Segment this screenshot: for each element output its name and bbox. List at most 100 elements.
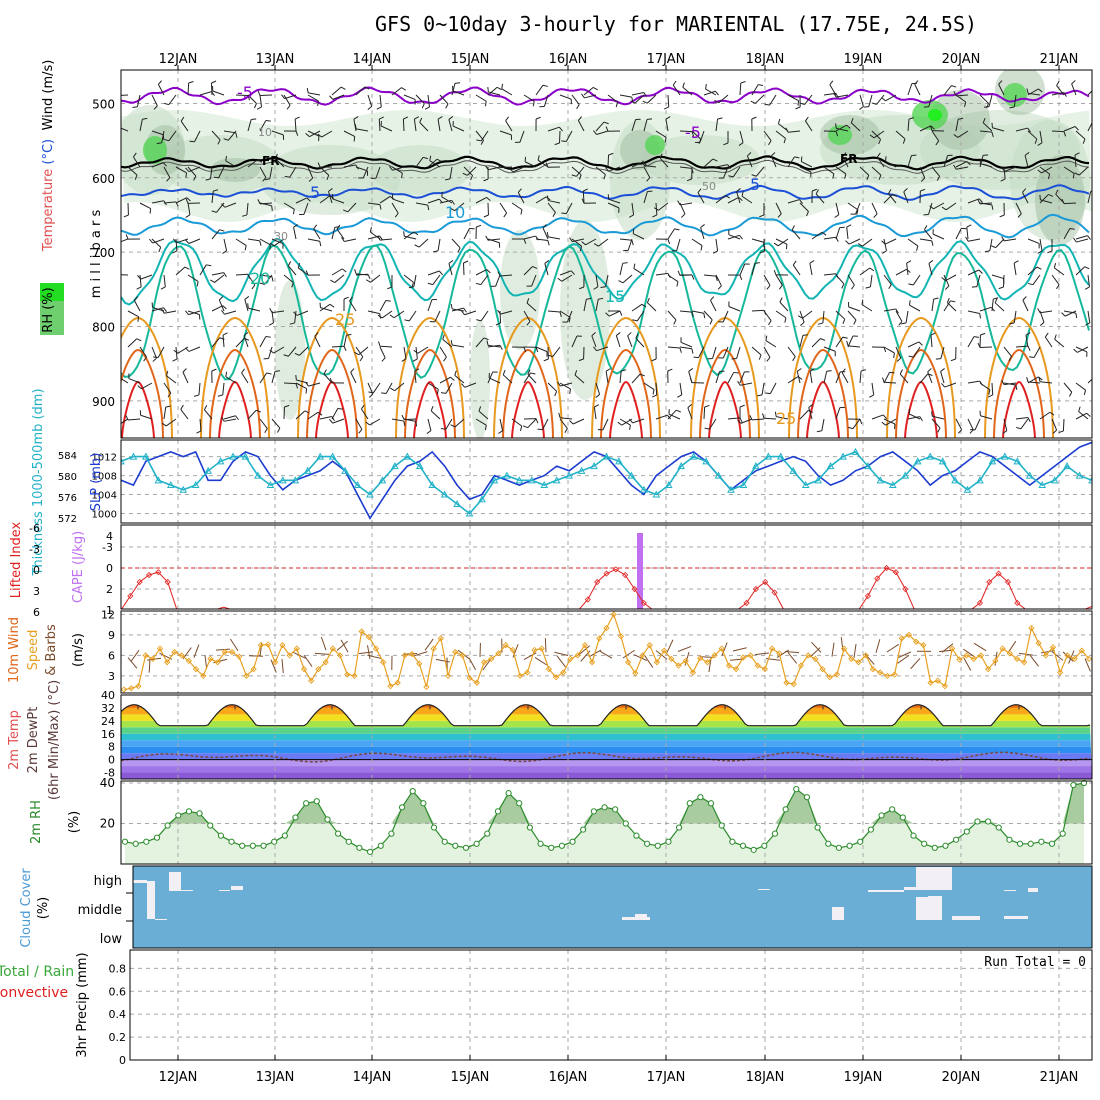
barb bbox=[979, 346, 993, 349]
barb bbox=[687, 407, 693, 420]
barb-flag bbox=[243, 332, 249, 337]
barb-flag bbox=[557, 381, 561, 387]
contour-lobe bbox=[404, 348, 456, 438]
rh-marker bbox=[356, 844, 363, 851]
barb bbox=[862, 238, 873, 247]
barb bbox=[979, 202, 993, 205]
barb-flag bbox=[289, 322, 295, 325]
barb-flag bbox=[750, 100, 756, 104]
barb-flag bbox=[712, 250, 718, 254]
barb bbox=[168, 94, 177, 105]
barb-flag bbox=[222, 305, 227, 310]
barb bbox=[275, 158, 285, 168]
wind10m-barb bbox=[534, 657, 548, 666]
slp-ytick: 1012 bbox=[92, 453, 117, 464]
wind-marker bbox=[279, 642, 286, 649]
barb bbox=[246, 202, 249, 215]
barb bbox=[283, 94, 291, 106]
barb-flag bbox=[984, 106, 990, 108]
barb bbox=[187, 274, 199, 282]
barb bbox=[287, 265, 297, 276]
barb bbox=[224, 418, 237, 422]
rh-marker bbox=[409, 788, 416, 795]
barb bbox=[519, 130, 525, 143]
barb bbox=[691, 238, 703, 247]
thickness-marker bbox=[278, 476, 287, 484]
barb-flag bbox=[704, 404, 710, 408]
barb bbox=[283, 382, 297, 385]
barb bbox=[370, 274, 381, 283]
barb bbox=[871, 130, 881, 140]
barb bbox=[995, 238, 1005, 248]
barb-flag bbox=[715, 275, 718, 282]
barb bbox=[703, 158, 714, 168]
wind-marker bbox=[452, 648, 459, 656]
lifted-ytick: 3 bbox=[33, 585, 40, 598]
wind-marker bbox=[308, 677, 315, 684]
wind-marker bbox=[516, 672, 524, 680]
barb-flag bbox=[771, 152, 776, 157]
barb-flag bbox=[576, 104, 580, 110]
panel-frame-wind bbox=[120, 610, 1093, 694]
barb bbox=[608, 166, 621, 172]
barb bbox=[571, 94, 580, 105]
barb bbox=[967, 418, 974, 431]
barb bbox=[475, 337, 485, 348]
barb-flag bbox=[808, 409, 814, 413]
wind10m-barb bbox=[785, 651, 800, 654]
wind-marker bbox=[711, 652, 718, 659]
barb-flag bbox=[873, 213, 878, 218]
barb-flag bbox=[1074, 126, 1079, 131]
barb-flag bbox=[487, 86, 489, 93]
temperature-legend: Temperature (°C) bbox=[41, 139, 56, 252]
barb-flag bbox=[940, 368, 945, 372]
wind-marker bbox=[949, 645, 956, 652]
barb-flag bbox=[136, 286, 142, 290]
barb bbox=[1056, 85, 1065, 96]
contour-lobe bbox=[413, 380, 447, 438]
barb bbox=[751, 346, 762, 356]
rh-marker bbox=[335, 830, 342, 837]
barb-flag bbox=[737, 380, 741, 386]
dewpt2m-label-part: 2m DewPt bbox=[26, 707, 41, 774]
barb bbox=[955, 228, 962, 240]
precip-ytick: 0.2 bbox=[109, 1031, 127, 1044]
wind-marker bbox=[884, 672, 891, 680]
barb bbox=[211, 337, 221, 348]
temp-unit: (6hr Min/Max) (°C) bbox=[47, 680, 62, 800]
barb-flag bbox=[294, 352, 300, 356]
barb bbox=[821, 418, 825, 431]
barb-flag bbox=[924, 225, 928, 230]
barb-flag bbox=[882, 414, 887, 420]
barb bbox=[1004, 238, 1017, 242]
date-label-top: 16JAN bbox=[549, 52, 588, 67]
barb-flag bbox=[523, 347, 527, 353]
barb-flag bbox=[499, 345, 503, 350]
barb bbox=[927, 371, 933, 384]
wind-marker bbox=[408, 650, 416, 658]
barb-flag bbox=[811, 188, 817, 192]
barb-flag bbox=[342, 268, 347, 273]
barb bbox=[842, 156, 849, 168]
rh-marker bbox=[153, 834, 161, 841]
barb-flag bbox=[313, 224, 318, 230]
barb-flag bbox=[520, 209, 523, 215]
barb-flag bbox=[998, 80, 1003, 85]
barb bbox=[1015, 202, 1022, 214]
cloud-cell bbox=[155, 919, 167, 920]
barb bbox=[703, 406, 706, 420]
barb bbox=[427, 158, 438, 168]
barb bbox=[542, 227, 549, 240]
barb-flag bbox=[835, 123, 837, 129]
barb bbox=[667, 346, 681, 349]
barb-flag bbox=[953, 134, 959, 138]
barb-flag bbox=[470, 175, 474, 181]
barb-flag bbox=[869, 134, 875, 139]
barb-flag bbox=[223, 138, 229, 141]
barb bbox=[584, 94, 597, 99]
series-2m-temp bbox=[121, 704, 1091, 727]
wind-marker bbox=[1071, 655, 1078, 662]
contour-label: FR bbox=[262, 154, 279, 168]
barb-flag bbox=[1074, 172, 1080, 176]
barb bbox=[1051, 130, 1065, 133]
